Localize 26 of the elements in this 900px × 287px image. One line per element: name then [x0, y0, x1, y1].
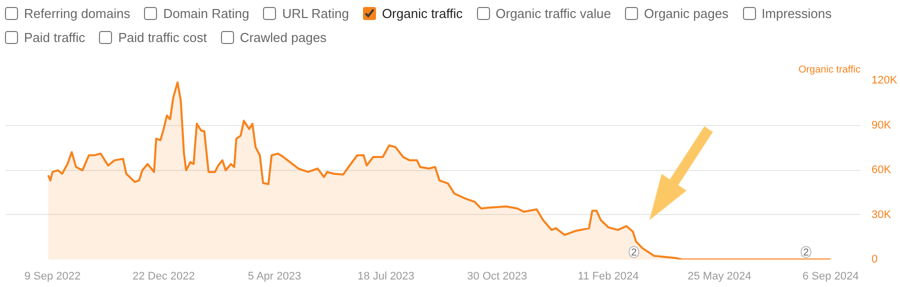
y-tick-label: 120K [872, 74, 898, 86]
text: Paid traffic [23, 30, 86, 45]
text: Organic traffic [380, 6, 463, 21]
y-tick-label: 60K [872, 164, 892, 176]
x-tick-label: 22 Dec 2022 [132, 270, 195, 282]
x-tick-label: 9 Sep 2022 [24, 270, 81, 282]
text: Domain Rating [162, 6, 250, 21]
text: Crawled pages [238, 30, 327, 45]
x-tick-label: 6 Sep 2024 [802, 270, 859, 282]
text: Paid traffic cost [117, 30, 207, 45]
x-tick-label: 11 Feb 2024 [578, 270, 639, 282]
x-tick-label: 30 Oct 2023 [467, 270, 528, 282]
y-tick-label: 90K [872, 119, 892, 132]
x-tick-label: 5 Apr 2023 [248, 270, 302, 282]
text: Impressions [760, 6, 832, 21]
x-tick-label: 18 Jul 2023 [358, 270, 414, 282]
text: Referring domains [23, 6, 130, 21]
text: Organic traffic value [494, 6, 611, 21]
annotation: 2 [631, 248, 638, 258]
annotation: 2 [803, 248, 810, 258]
y-tick-label: 0 [872, 254, 878, 266]
text: Organic pages [643, 6, 729, 21]
y-tick-label: 30K [872, 208, 892, 221]
y-axis-title: Organic traffic [798, 64, 860, 76]
text: URL Rating [281, 6, 349, 21]
x-tick-label: 25 May 2024 [688, 270, 752, 282]
